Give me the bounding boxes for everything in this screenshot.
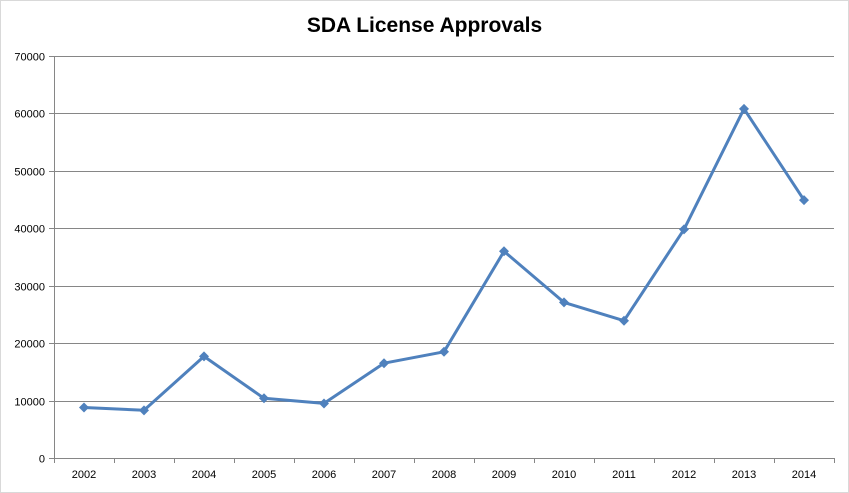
x-tick-label: 2006 bbox=[312, 469, 336, 481]
y-tick-label: 0 bbox=[39, 454, 45, 466]
data-point-marker bbox=[499, 246, 509, 257]
y-axis-tick-labels: 0 10000 20000 30000 40000 50000 60000 70000 bbox=[14, 52, 45, 466]
data-point-marker bbox=[379, 358, 389, 369]
x-tick-label: 2002 bbox=[72, 469, 96, 481]
data-point-marker bbox=[619, 315, 629, 326]
gridlines bbox=[54, 56, 834, 402]
data-point-marker bbox=[139, 405, 149, 416]
y-tick-label: 60000 bbox=[14, 109, 45, 121]
x-tick-label: 2004 bbox=[192, 469, 216, 481]
y-tick-label: 70000 bbox=[14, 52, 45, 64]
y-tick-label: 40000 bbox=[14, 224, 45, 236]
x-axis-tick-labels: 2002 2003 2004 2005 2006 2007 2008 2009 2010 2011… bbox=[72, 469, 816, 481]
axes bbox=[49, 56, 835, 463]
data-point-marker bbox=[199, 351, 209, 362]
x-tick-label: 2014 bbox=[792, 469, 816, 481]
x-tick-label: 2003 bbox=[132, 469, 156, 481]
y-tick-label: 50000 bbox=[14, 167, 45, 179]
x-tick-label: 2013 bbox=[732, 469, 756, 481]
data-point-marker bbox=[439, 346, 449, 357]
x-tick-label: 2005 bbox=[252, 469, 276, 481]
data-point-marker bbox=[319, 398, 329, 409]
series-line bbox=[82, 107, 806, 412]
data-point-marker bbox=[799, 195, 809, 206]
y-tick-label: 20000 bbox=[14, 339, 45, 351]
x-tick-label: 2008 bbox=[432, 469, 456, 481]
chart-title: SDA License Approvals bbox=[306, 14, 543, 37]
y-tick-label: 10000 bbox=[14, 397, 45, 409]
x-tick-label: 2009 bbox=[492, 469, 516, 481]
data-point-marker bbox=[679, 224, 689, 235]
x-tick-label: 2011 bbox=[612, 469, 636, 481]
series bbox=[79, 103, 809, 416]
data-point-marker bbox=[79, 402, 89, 413]
x-tick-label: 2012 bbox=[672, 469, 696, 481]
y-tick-label: 30000 bbox=[14, 282, 45, 294]
data-point-marker bbox=[739, 103, 749, 114]
data-point-marker bbox=[559, 297, 569, 308]
x-tick-label: 2007 bbox=[372, 469, 396, 481]
data-point-marker bbox=[259, 393, 269, 404]
x-tick-label: 2010 bbox=[552, 469, 576, 481]
